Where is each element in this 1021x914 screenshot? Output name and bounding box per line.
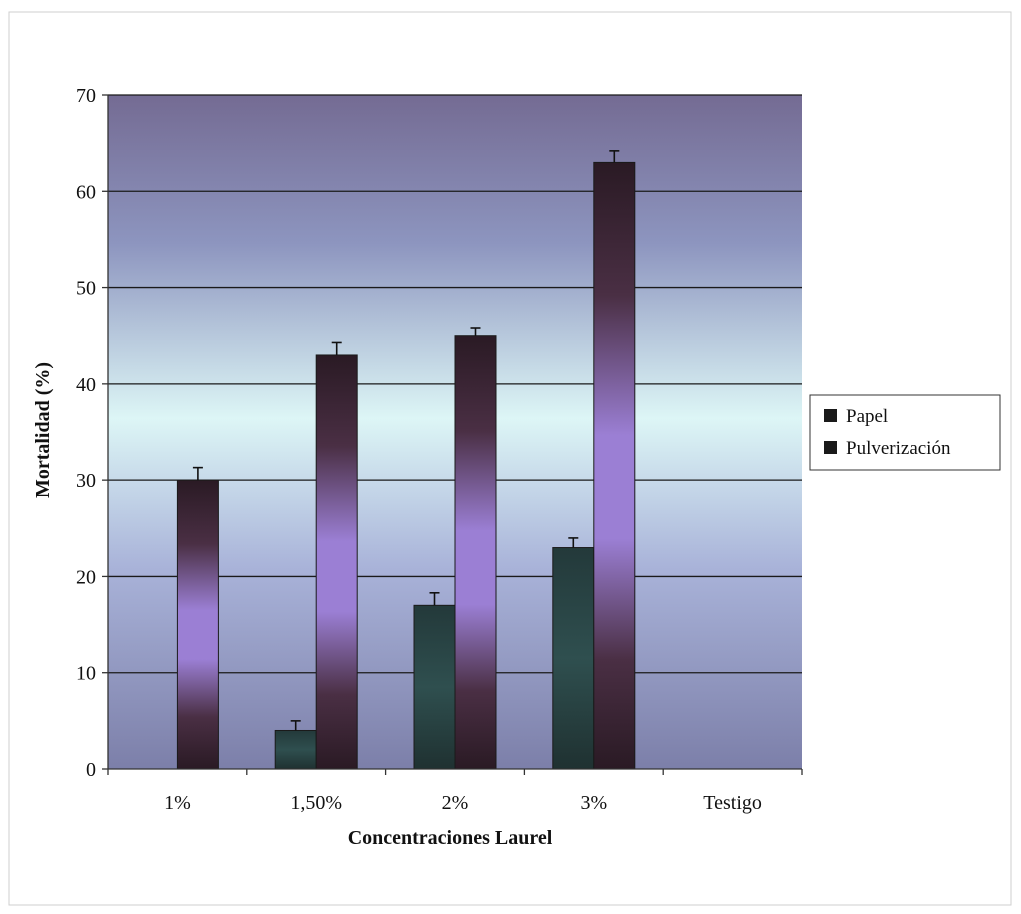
x-tick-label: 2% (442, 792, 469, 814)
legend-label-papel: Papel (846, 406, 888, 427)
x-axis-label: Concentraciones Laurel (348, 827, 553, 849)
bars (176, 161, 636, 770)
error-bars (192, 150, 620, 731)
legend-box (809, 394, 1001, 471)
bar-pulverizacion (176, 479, 219, 770)
bar-papel (274, 729, 317, 770)
page-border (8, 11, 1012, 906)
y-tick-label: 40 (76, 374, 96, 396)
x-ticks: 1% 1,50% 2% 3% Testigo (107, 769, 803, 814)
y-tick-label: 10 (76, 663, 96, 685)
y-axis-label: Mortalidad (%) (32, 362, 54, 498)
bar-pulverizacion (454, 335, 497, 770)
y-tick-label: 70 (76, 85, 96, 107)
y-tick-label: 50 (76, 278, 96, 300)
x-tick-label: 3% (580, 792, 607, 814)
y-tick-label: 20 (76, 566, 96, 588)
bar-pulverizacion (315, 354, 358, 770)
legend-label-pulverizacion: Pulverización (846, 438, 951, 459)
bar-papel (413, 604, 456, 770)
x-tick-label: Testigo (703, 792, 762, 814)
x-tick-label: 1,50% (290, 792, 342, 814)
legend-swatch-papel (824, 409, 837, 422)
y-tick-label: 0 (86, 759, 96, 781)
x-tick-label: 1% (164, 792, 191, 814)
y-tick-label: 30 (76, 470, 96, 492)
bar-pulverizacion (593, 161, 636, 770)
grid-lines (108, 94, 802, 674)
legend-swatch-pulverizacion (824, 441, 837, 454)
bar-papel (552, 547, 595, 770)
y-tick-label: 60 (76, 181, 96, 203)
legend: Papel Pulverización (809, 394, 1001, 471)
y-ticks: 0 10 20 30 40 50 60 70 (76, 85, 108, 781)
